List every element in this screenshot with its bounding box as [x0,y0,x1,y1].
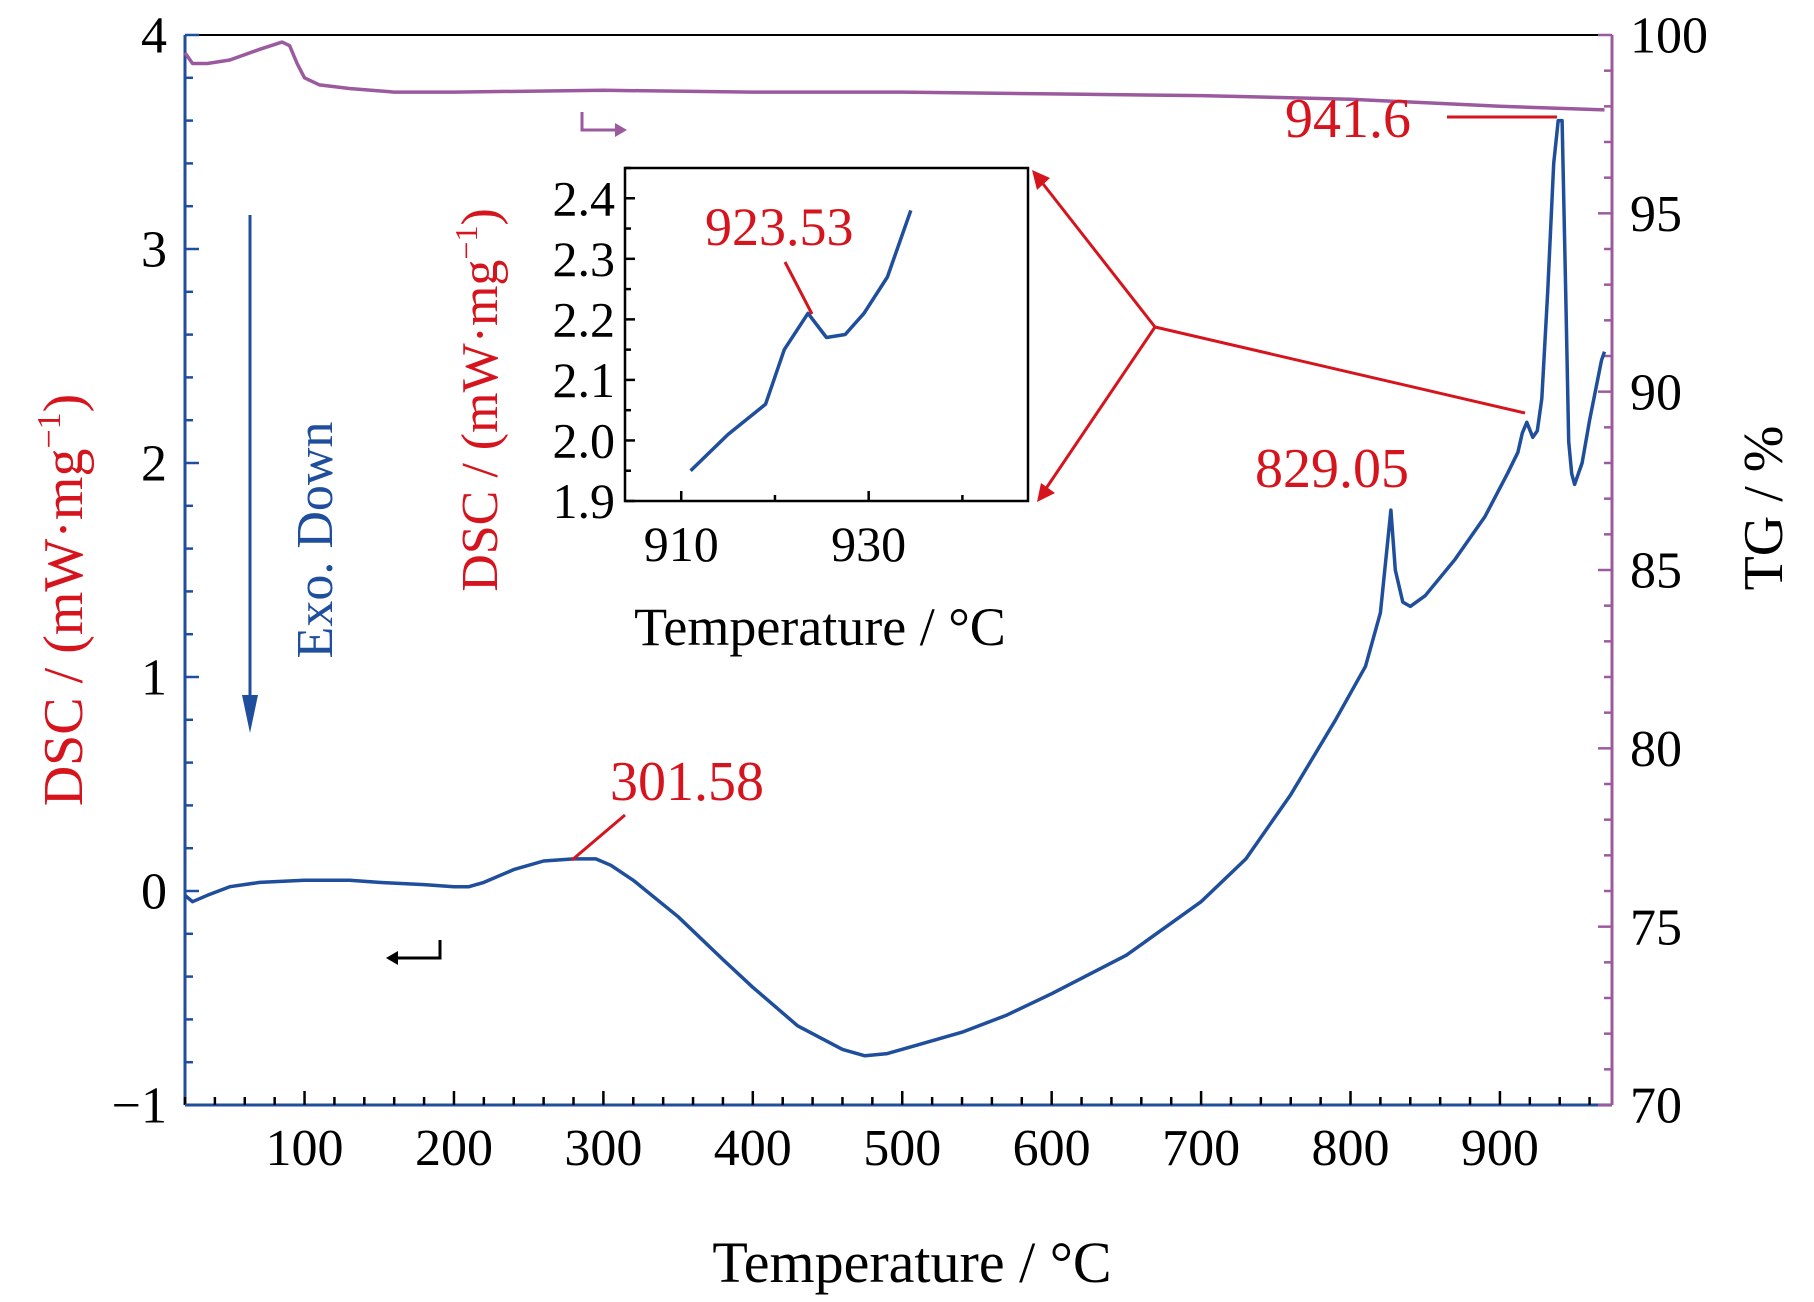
inset-y-tick-label: 2.4 [553,170,616,226]
main-x-tick-label: 400 [714,1120,792,1177]
main-y-axis-title-sup: −1 [31,412,68,448]
inset-x-ticks: 910 930 [644,491,964,572]
inset-y-ticks: 1.92.02.12.22.32.4 [553,166,635,529]
inset-plot: 910 930 1.92.02.12.22.32.4 923.53 Tempera… [448,166,1030,657]
main-y2-tick-label: 90 [1630,364,1682,421]
zoom-callout-line-main [1154,325,1526,415]
inset-y-axis-title: DSC / (mW·mg−1) [448,208,509,592]
main-x-axis-title: Temperature / °C [712,1230,1111,1295]
main-y2-axis-title: TG / % [1733,426,1795,591]
main-plot: 100 200 300 400 500 600 700 800 900 −1 0 1 2 3 4 70 75… [31,8,1795,1295]
main-y-tick-label: 1 [141,650,167,707]
main-x-tick-label: 500 [863,1120,941,1177]
zoom-callout-arrow-lower [1037,483,1055,502]
inset-y-tick-label: 2.1 [553,352,616,408]
inset-annotation-label: 923.53 [705,197,854,257]
exo-down-arrow-head [242,695,258,733]
zoom-callout-arrow-upper [1032,170,1050,190]
main-y2-tick-label: 75 [1630,899,1682,956]
main-y-tick-label: 3 [141,222,167,279]
main-annotations: 301.58 829.05 941.6 [571,88,1557,862]
main-x-tick-label: 100 [266,1120,344,1177]
inset-series-line-dsc [689,209,913,472]
main-x-tick-label: 700 [1162,1120,1240,1177]
main-y-tick-label: 2 [141,436,167,493]
dsc-axis-indicator-icon-head [386,951,398,965]
inset-x-tick-label: 910 [644,516,719,572]
main-y-axis-title-close: ) [33,394,95,413]
inset-annotation-leader [783,261,814,315]
main-series [183,40,1607,1058]
tg-axis-indicator-icon [580,112,615,132]
main-y2-ticks: 70 75 80 85 90 95 100 [1598,8,1708,1135]
main-x-tick-label: 900 [1461,1120,1539,1177]
zoom-callout [1032,170,1526,502]
zoom-callout-line-upper [1038,179,1157,328]
annotation-301-leader [571,813,626,862]
main-y2-tick-label: 80 [1630,721,1682,778]
main-y2-tick-label: 70 [1630,1078,1682,1135]
main-y-tick-label: 4 [141,8,167,65]
main-y-tick-label: 0 [141,864,167,921]
zoom-callout-line-lower [1043,326,1157,491]
main-y-axis-title: DSC / (mW·mg−1) [31,394,95,807]
tg-axis-indicator-icon-head [615,123,627,137]
main-x-tick-label: 800 [1312,1120,1390,1177]
inset-y-axis-title-text: DSC / (mW·mg [452,260,509,592]
inset-y-axis-title-close: ) [452,208,509,225]
main-x-tick-label: 300 [564,1120,642,1177]
annotation-301-label: 301.58 [610,751,764,813]
inset-x-axis-title: Temperature / °C [634,597,1006,657]
main-x-tick-label: 200 [415,1120,493,1177]
annotation-829-label: 829.05 [1255,438,1409,500]
inset-y-tick-label: 2.2 [553,291,616,347]
annotation-941-label: 941.6 [1285,88,1411,150]
main-y2-tick-label: 95 [1630,186,1682,243]
inset-frame [623,166,1030,503]
inset-series [689,209,913,472]
inset-y-tick-label: 2.3 [553,231,616,287]
main-x-tick-label: 600 [1013,1120,1091,1177]
inset-y-tick-label: 2.0 [553,412,616,468]
main-y-axis-title-text: DSC / (mW·mg [33,449,95,807]
inset-y-tick-label: 1.9 [553,473,616,529]
main-y-tick-label: −1 [112,1078,167,1135]
inset-x-tick-label: 930 [831,516,906,572]
main-y-ticks: −1 0 1 2 3 4 [112,8,199,1135]
exo-down-label: Exo. Down [287,422,344,659]
dsc-axis-indicator-icon [398,940,442,960]
inset-y-axis-title-sup: −1 [448,226,484,260]
main-series-line-tg [183,40,1605,112]
main-series-line-dsc [183,118,1607,1058]
main-y2-tick-label: 100 [1630,8,1708,65]
main-x-ticks: 100 200 300 400 500 600 700 800 900 [183,1091,1591,1177]
main-y2-tick-label: 85 [1630,543,1682,600]
